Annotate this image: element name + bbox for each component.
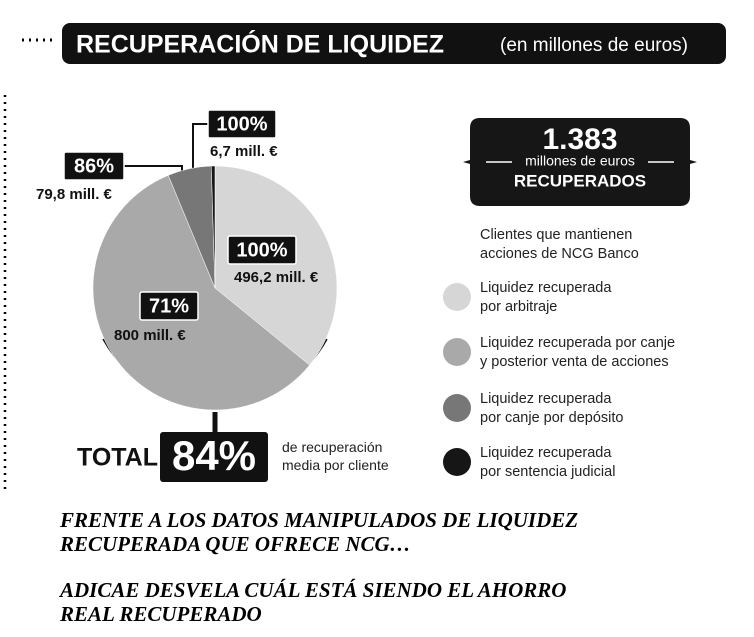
total-value: 84% <box>172 432 256 479</box>
badge <box>463 118 697 206</box>
leader-line <box>192 123 208 170</box>
legend-label: Liquidez recuperada por sentencia judici… <box>480 445 616 480</box>
legend-marker <box>443 448 471 476</box>
recovery-label: 100% <box>236 239 287 261</box>
recovery-label: 100% <box>216 113 267 135</box>
legend-label: Liquidez recuperada por arbitraje <box>480 280 612 315</box>
value-label: 800 mill. € <box>114 327 186 344</box>
pie-slice <box>214 165 338 366</box>
legend-marker <box>443 338 471 366</box>
pie-slice <box>211 165 216 289</box>
label-box <box>63 151 125 181</box>
value-label: 79,8 mill. € <box>36 186 113 203</box>
recovery-label: 86% <box>74 155 114 177</box>
title-bar <box>62 23 726 64</box>
headline: FRENTE A LOS DATOS MANIPULADOS DE LIQUID… <box>60 508 579 556</box>
legend-title: Clientes que mantienen acciones de NCG B… <box>480 227 639 262</box>
legend-marker <box>443 283 471 311</box>
total-label: TOTAL <box>77 444 158 472</box>
total-box <box>160 432 268 482</box>
label-box <box>227 235 297 265</box>
badge-caption: RECUPERADOS <box>514 171 646 190</box>
badge-amount: 1.383 <box>542 123 617 156</box>
headline: ADICAE DESVELA CUÁL ESTÁ SIENDO EL AHORR… <box>60 578 567 626</box>
label-box <box>207 109 277 139</box>
chart-subtitle: (en millones de euros) <box>500 35 688 56</box>
value-label: 496,2 mill. € <box>234 269 319 286</box>
chart-title: RECUPERACIÓN DE LIQUIDEZ <box>76 29 444 59</box>
legend-label: Liquidez recuperada por canje por depósi… <box>480 391 624 426</box>
legend-label: Liquidez recuperada por canje y posterio… <box>480 335 676 370</box>
recovery-label: 71% <box>149 295 189 317</box>
legend-marker <box>443 394 471 422</box>
badge-unit: millones de euros <box>525 153 635 169</box>
total-note: de recuperación media por cliente <box>282 439 389 473</box>
label-box <box>139 291 199 321</box>
value-label: 6,7 mill. € <box>210 143 278 160</box>
pie-slice <box>92 174 310 411</box>
